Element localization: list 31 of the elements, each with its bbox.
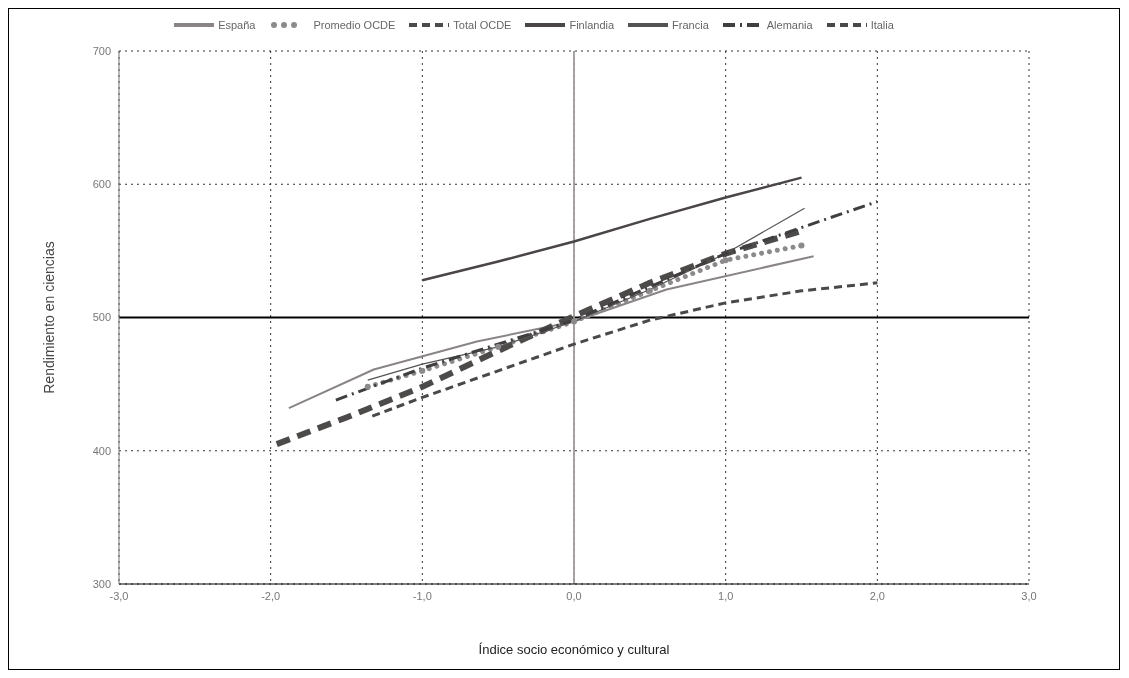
legend-label: Italia <box>870 19 894 31</box>
x-tick-label: 2,0 <box>869 589 885 602</box>
x-axis-title: Índice socio económico y cultural <box>478 642 670 657</box>
x-tick-label: -1,0 <box>412 589 432 602</box>
point <box>646 287 653 294</box>
y-tick-label: 700 <box>92 44 111 57</box>
x-tick-label: -3,0 <box>109 589 129 602</box>
x-tick-label: 0,0 <box>566 589 582 602</box>
line-series <box>370 281 879 418</box>
legend-label: Promedio OCDE <box>313 19 396 31</box>
point <box>495 343 502 350</box>
y-tick-label: 500 <box>92 311 111 324</box>
x-tick-label: -2,0 <box>261 589 281 602</box>
y-tick-label: 300 <box>92 577 111 590</box>
point <box>798 242 805 249</box>
legend-label: Alemania <box>766 19 813 31</box>
y-tick-label: 600 <box>92 178 111 191</box>
y-axis-title: Rendimiento en ciencias <box>40 241 57 394</box>
legend-label: Francia <box>672 19 709 31</box>
line-series <box>334 200 879 402</box>
point <box>571 318 577 325</box>
x-tick-label: 3,0 <box>1021 589 1037 602</box>
y-tick-label: 400 <box>92 444 111 457</box>
x-tick-label: 1,0 <box>718 589 734 602</box>
point <box>364 383 371 390</box>
legend-label: Total OCDE <box>453 19 512 31</box>
line-series <box>421 176 803 282</box>
point <box>722 257 729 264</box>
legend-label: Finlandia <box>569 19 615 31</box>
legend-label: España <box>218 19 256 31</box>
point <box>419 367 426 374</box>
